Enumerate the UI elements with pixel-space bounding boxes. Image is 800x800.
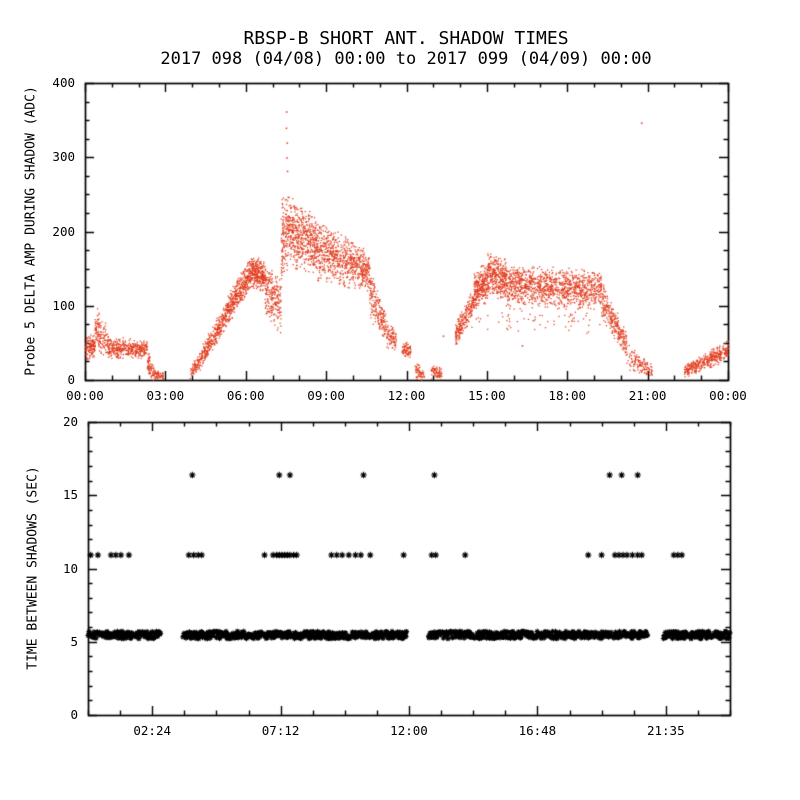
x-tick-label: 18:00 [548, 388, 587, 403]
x-tick-label: 21:35 [646, 723, 685, 738]
x-tick-label: 16:48 [518, 723, 557, 738]
x-tick-label: 00:00 [709, 388, 747, 403]
x-tick-label: 15:00 [468, 388, 506, 403]
y-tick-label: 5 [70, 633, 78, 649]
x-tick-label: 00:00 [66, 388, 104, 403]
y-tick-label: 400 [52, 75, 75, 90]
y-tick-label: 20 [62, 414, 78, 429]
y-tick-label: 10 [62, 560, 78, 576]
y-tick-label: 15 [62, 487, 78, 503]
x-tick-label: 21:00 [628, 388, 667, 403]
y-tick-label: 0 [70, 707, 78, 722]
x-tick-label: 06:00 [226, 388, 265, 403]
y-tick-label: 300 [52, 149, 75, 165]
y-tick-label: 200 [52, 223, 75, 239]
x-tick-label: 09:00 [307, 388, 345, 403]
x-tick-label: 12:00 [387, 388, 426, 403]
x-tick-label: 07:12 [261, 723, 300, 738]
x-tick-label: 02:24 [133, 723, 172, 738]
chart-subtitle: 2017 098 (04/08) 00:00 to 2017 099 (04/0… [160, 49, 652, 69]
chart-title: RBSP-B SHORT ANT. SHADOW TIMES [243, 28, 569, 49]
y-tick-label: 100 [52, 297, 75, 313]
x-tick-label: 12:00 [390, 723, 428, 738]
x-tick-label: 03:00 [146, 388, 185, 403]
y-tick-label: 0 [67, 372, 75, 387]
